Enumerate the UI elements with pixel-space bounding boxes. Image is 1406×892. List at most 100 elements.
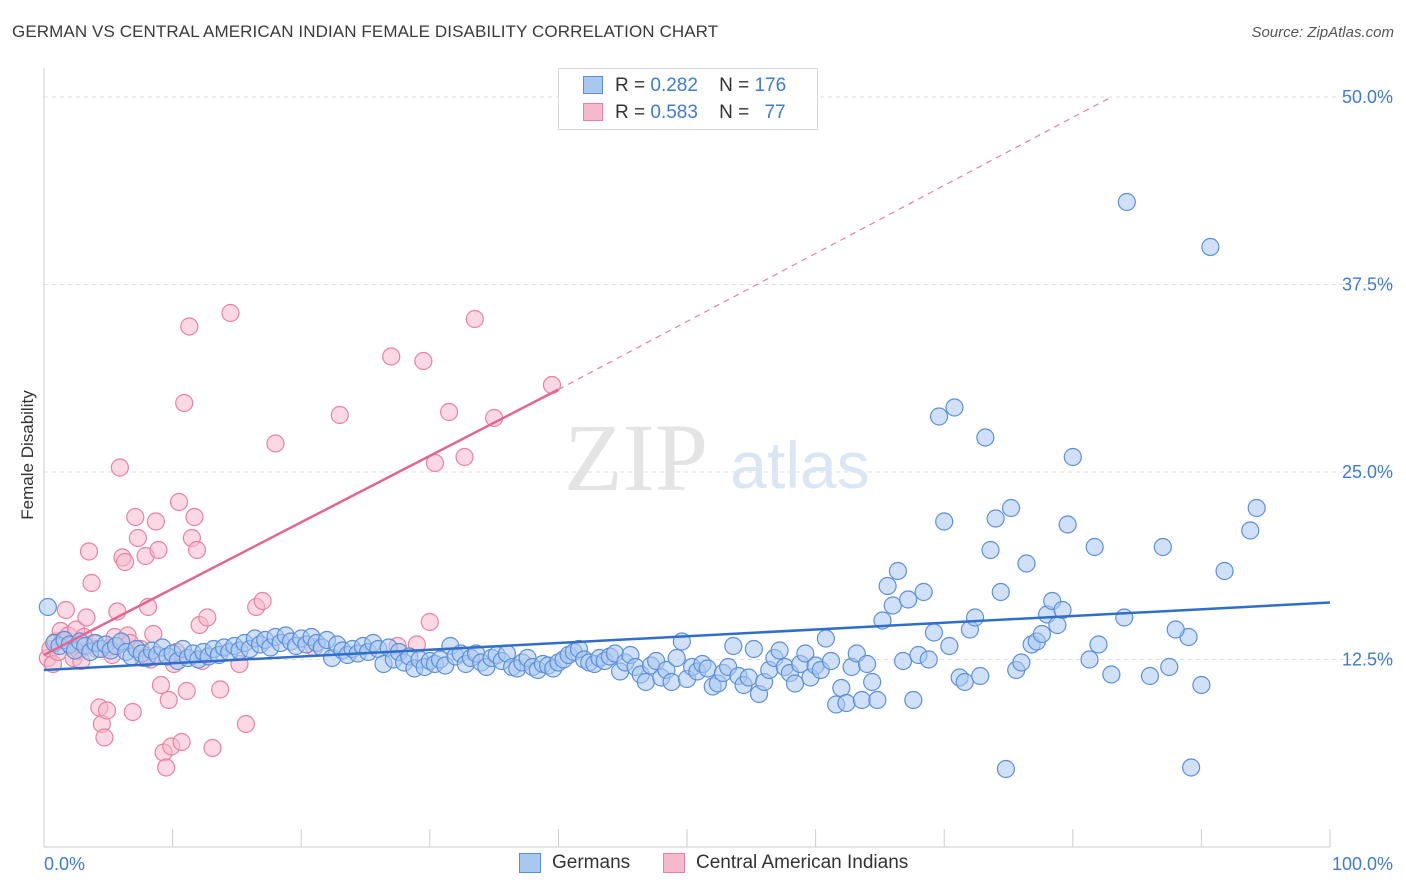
central-american-indians-point-28 [110, 458, 129, 477]
central-american-indians-point-61 [198, 608, 217, 627]
watermark-atlas: atlas [730, 428, 869, 502]
germans-point-209 [1085, 537, 1104, 557]
legend-swatch-pink [583, 103, 603, 121]
germans-point-163 [878, 576, 897, 596]
germans-point-213 [1115, 608, 1134, 627]
central-american-indians-point-51 [169, 492, 189, 512]
germans-point-181 [971, 666, 990, 686]
central-american-indians-point-34 [126, 507, 145, 527]
axes [43, 68, 1331, 848]
correlation-legend: R = 0.282 N = 176 R = 0.583 N = 77 [558, 68, 818, 130]
central-american-indians-point-47 [159, 690, 178, 710]
germans-point-165 [888, 561, 908, 581]
central-american-indians-point-17 [82, 573, 101, 593]
germans-point-159 [857, 654, 877, 674]
germans-point-121 [662, 672, 681, 692]
germans-point-182 [976, 428, 995, 447]
germans-point-151 [816, 629, 835, 648]
n-value-central-american-indians: 77 [764, 102, 786, 123]
germans-point-187 [1001, 498, 1021, 518]
central-american-indians-point-64 [221, 303, 240, 323]
germans-point-171 [919, 650, 938, 669]
central-american-indians-point-78 [465, 309, 484, 329]
germans-point-206 [1241, 521, 1260, 540]
central-american-indians-point-73 [420, 612, 439, 632]
germans-point-166 [893, 651, 913, 671]
germans-point-189 [1012, 653, 1031, 672]
trend-line-germans [43, 601, 1331, 672]
central-american-indians-point-42 [146, 512, 165, 531]
germans-point-203 [1192, 675, 1211, 695]
germans-point-137 [744, 639, 763, 659]
trend-line-central-american-indians [43, 388, 559, 657]
trend-lines [43, 96, 1331, 672]
chart-title: GERMAN VS CENTRAL AMERICAN INDIAN FEMALE… [12, 22, 719, 41]
germans-point-201 [1201, 237, 1220, 257]
central-american-indians-point-15 [77, 608, 96, 627]
central-american-indians-point-76 [439, 402, 459, 422]
y-tick-label-2: 37.5% [1342, 275, 1393, 295]
germans-point-216 [1166, 620, 1185, 639]
germans-point-155 [837, 693, 856, 713]
central-american-indians-point-46 [157, 758, 176, 777]
central-american-indians-point-22 [95, 728, 114, 747]
legend-text-central-american-indians: R = 0.583 N = 77 [615, 102, 786, 124]
germans-point-202 [1182, 758, 1201, 777]
central-american-indians-point-52 [172, 732, 191, 752]
legend-label-germans: Germans [552, 852, 631, 873]
central-american-indians-point-66 [236, 714, 256, 734]
germans-point-185 [991, 582, 1010, 602]
central-american-indians-point-30 [115, 552, 135, 572]
central-american-indians-point-55 [180, 317, 199, 336]
germans-point-161 [868, 690, 887, 710]
x-tick-label-min: 0.0% [44, 854, 85, 874]
germans-point-142 [770, 641, 789, 660]
germans-point-147 [796, 644, 815, 663]
germans-point-198 [1058, 515, 1077, 534]
legend-swatch-blue [583, 76, 603, 94]
germans-point-145 [785, 674, 805, 693]
series-germans [38, 192, 1266, 779]
germans-point-133 [724, 636, 743, 656]
central-american-indians-point-69 [266, 434, 285, 453]
germans-point-170 [914, 582, 933, 602]
germans-point-183 [981, 540, 1000, 560]
central-american-indians-point-58 [187, 540, 207, 560]
germans-point-176 [945, 398, 964, 417]
legend-swatch-central-american-indians [663, 853, 685, 873]
germans-point-205 [1215, 561, 1234, 581]
germans-point-193 [1032, 624, 1052, 644]
trend-extension-central-american-indians [558, 96, 1112, 391]
legend-text-germans: R = 0.282 N = 176 [615, 75, 786, 97]
central-american-indians-point-44 [151, 675, 171, 695]
germans-point-122 [667, 648, 686, 668]
n-value-germans: 176 [754, 75, 787, 96]
germans-point-116 [636, 672, 655, 692]
germans-point-199 [1063, 447, 1082, 467]
r-label: R = [615, 75, 646, 96]
central-american-indians-point-57 [185, 507, 204, 527]
y-tick-labels: 12.5% 25.0% 37.5% 50.0% [1342, 87, 1393, 670]
germans-point-164 [883, 596, 902, 615]
central-american-indians-point-62 [203, 738, 222, 758]
germans-point-158 [852, 690, 871, 710]
central-american-indians-point-74 [414, 351, 433, 371]
central-american-indians-point-33 [123, 702, 142, 722]
germans-point-184 [986, 509, 1005, 528]
x-tick-label-max: 100.0% [1332, 854, 1393, 874]
n-label: N = [719, 75, 750, 96]
y-tick-label-3: 50.0% [1342, 87, 1393, 107]
grid-lines [44, 96, 1393, 660]
central-american-indians-point-54 [177, 681, 196, 701]
germans-point-128 [698, 659, 717, 678]
central-american-indians-point-53 [175, 393, 194, 413]
central-american-indians-point-35 [128, 528, 147, 548]
r-label: R = [615, 102, 646, 123]
watermark-zip: ZIP [564, 404, 708, 511]
central-american-indians-point-43 [149, 540, 168, 560]
germans-point-211 [1089, 635, 1108, 654]
legend-swatch-germans [519, 853, 541, 873]
central-american-indians-point-71 [382, 347, 401, 366]
germans-point-208 [1153, 537, 1172, 557]
